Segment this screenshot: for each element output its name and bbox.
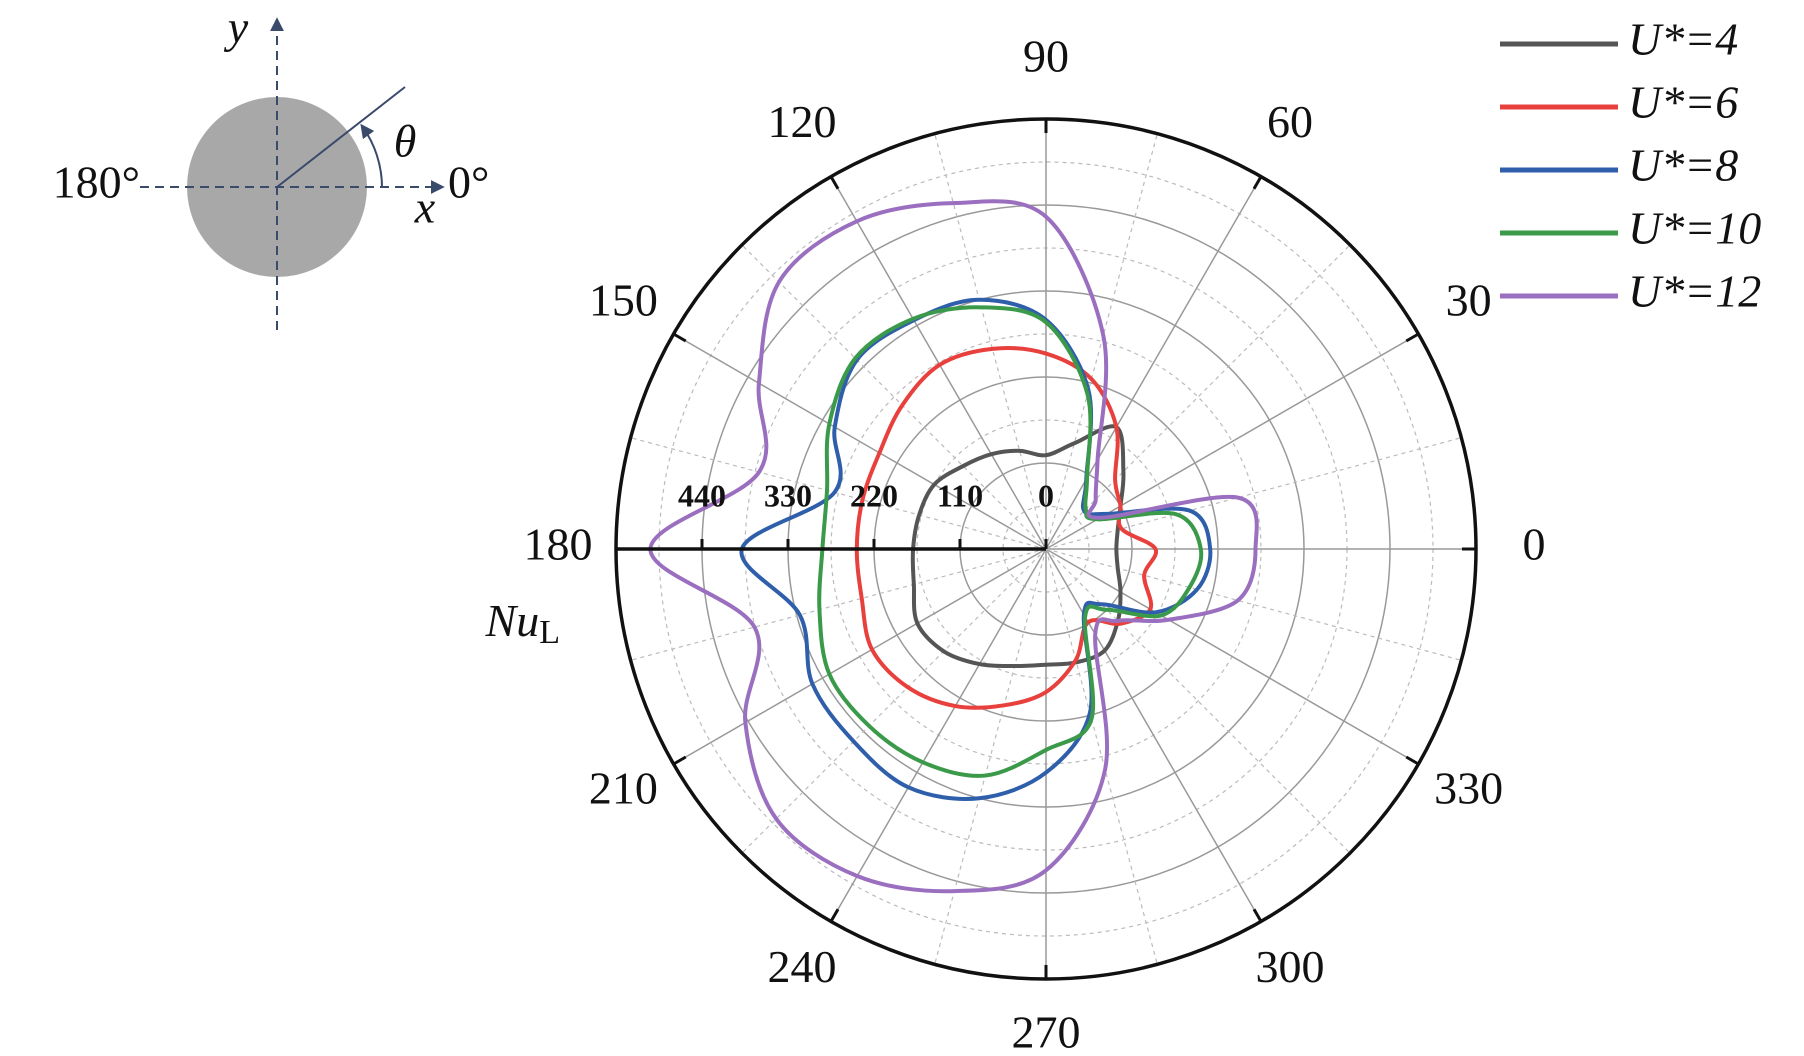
radial-tick-label: 220 bbox=[850, 477, 898, 513]
radial-axis-label: NuL bbox=[485, 595, 560, 651]
radial-axis-label-sub: L bbox=[539, 614, 560, 651]
ray bbox=[276, 86, 406, 188]
angle-tick bbox=[1252, 908, 1263, 923]
radial-tick-label: 330 bbox=[764, 477, 812, 513]
angle-tick bbox=[672, 332, 687, 343]
angle-tick bbox=[672, 755, 687, 766]
angle-tick-label: 150 bbox=[589, 275, 658, 326]
angle-tick bbox=[829, 175, 840, 190]
minor-grid-spoke bbox=[1045, 437, 1462, 550]
radial-tick-label: 0 bbox=[1038, 477, 1054, 513]
legend-label: U*=6 bbox=[1628, 77, 1738, 128]
radial-axis: 0 110 220 330 440 bbox=[616, 477, 1054, 551]
legend: U*=4 U*=6 U*=8 U*=10 U*=12 bbox=[1500, 14, 1761, 317]
angle-tick bbox=[829, 908, 840, 923]
grid-spoke bbox=[830, 176, 1047, 550]
angle-arc bbox=[360, 123, 383, 188]
angle-tick-label: 210 bbox=[589, 763, 658, 814]
series-line bbox=[648, 199, 1259, 894]
angle-tick-label: 270 bbox=[1012, 1007, 1081, 1056]
angle-tick-label: 330 bbox=[1434, 763, 1503, 814]
radial-tick-label: 440 bbox=[678, 477, 726, 513]
angle-tick-label: 90 bbox=[1023, 31, 1069, 82]
angle-tick-label: 300 bbox=[1256, 941, 1325, 992]
grid-spoke bbox=[1045, 548, 1419, 765]
series-lines bbox=[648, 199, 1259, 894]
grid-spoke bbox=[830, 548, 1047, 922]
angle-tick bbox=[1405, 332, 1420, 343]
inset-y-label: y bbox=[224, 2, 249, 53]
radial-tick-label: 110 bbox=[937, 477, 983, 513]
legend-label: U*=8 bbox=[1628, 140, 1738, 191]
grid-spoke bbox=[1045, 548, 1262, 922]
angle-tick bbox=[1405, 755, 1420, 766]
inset-diagram: y x θ 180° 0° bbox=[53, 2, 489, 330]
legend-label: U*=10 bbox=[1628, 203, 1761, 254]
legend-label: U*=12 bbox=[1628, 266, 1761, 317]
angle-tick-label: 60 bbox=[1267, 96, 1313, 147]
angle-tick-label: 180 bbox=[524, 519, 593, 570]
angle-tick-label: 0 bbox=[1523, 519, 1546, 570]
angle-tick bbox=[1252, 175, 1263, 190]
grid-spoke bbox=[673, 548, 1047, 765]
grid-spoke bbox=[1045, 176, 1262, 550]
inset-right-label: 0° bbox=[448, 157, 489, 208]
legend-label: U*=4 bbox=[1628, 14, 1738, 65]
inset-left-label: 180° bbox=[53, 157, 140, 208]
angle-tick-label: 120 bbox=[768, 96, 837, 147]
grid-spoke bbox=[673, 333, 1047, 550]
inset-x-label: x bbox=[414, 182, 436, 233]
angle-tick-label: 30 bbox=[1446, 275, 1492, 326]
radial-axis-label-main: Nu bbox=[485, 595, 540, 646]
polar-grid: 0 30 60 90 120 150 180 210 240 270 300 330 bbox=[524, 31, 1546, 1056]
angle-tick-label: 240 bbox=[768, 941, 837, 992]
inset-angle-label: θ bbox=[394, 116, 417, 167]
